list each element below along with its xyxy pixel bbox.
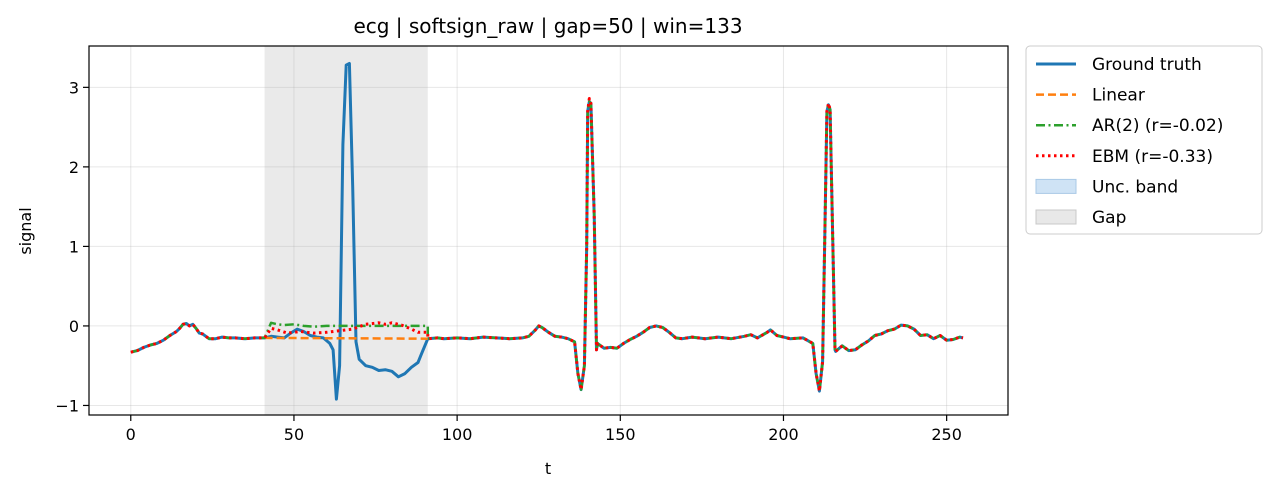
series-group (130, 62, 964, 401)
y-tick-label: 3 (69, 78, 79, 97)
x-tick-label: 50 (284, 425, 304, 444)
y-tick-label: 2 (69, 158, 79, 177)
y-axis-label: signal (16, 207, 35, 254)
series-line-1 (264, 336, 428, 340)
chart-title: ecg | softsign_raw | gap=50 | win=133 (353, 14, 742, 38)
series-line-3 (130, 97, 964, 393)
x-tick-label: 250 (931, 425, 962, 444)
legend-label: Gap (1092, 208, 1126, 228)
axes-frame (88, 45, 1009, 416)
legend: Ground truth Linear AR(2) (r=-0.02) EBM (r=… (1025, 45, 1263, 235)
legend-label: EBM (r=-0.33) (1092, 147, 1213, 167)
legend-swatch-patch (1035, 209, 1077, 225)
legend-label: AR(2) (r=-0.02) (1092, 116, 1223, 136)
x-tick-label: 150 (605, 425, 636, 444)
x-axis-label: t (545, 459, 551, 478)
plot-area: 0 50 100 150 200 250 −1 0 1 2 3 (55, 45, 1009, 444)
y-tick-label: −1 (55, 396, 79, 415)
x-tick-label: 100 (442, 425, 473, 444)
y-tick-label: 1 (69, 237, 79, 256)
legend-swatch-patch (1035, 178, 1077, 194)
legend-frame (1025, 45, 1263, 235)
y-tick-label: 0 (69, 317, 79, 336)
legend-label: Unc. band (1092, 177, 1178, 197)
x-tick-label: 200 (768, 425, 799, 444)
legend-label: Ground truth (1092, 55, 1202, 75)
legend-label: Linear (1092, 86, 1145, 106)
x-tick-label: 0 (126, 425, 136, 444)
gap-region (264, 46, 428, 415)
